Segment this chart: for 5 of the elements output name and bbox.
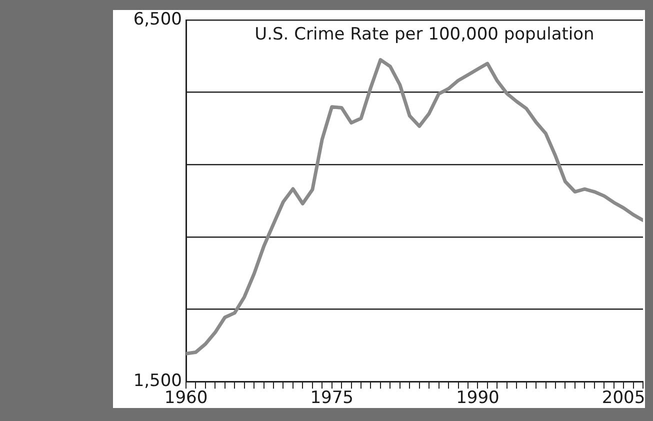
x-tick-label: 1975 bbox=[310, 388, 354, 408]
x-tick-label: 1990 bbox=[456, 388, 500, 408]
x-tick-label: 2005 bbox=[602, 388, 646, 408]
y-tick-label: 6,500 bbox=[133, 9, 182, 30]
chart-title: U.S. Crime Rate per 100,000 population bbox=[254, 24, 594, 44]
